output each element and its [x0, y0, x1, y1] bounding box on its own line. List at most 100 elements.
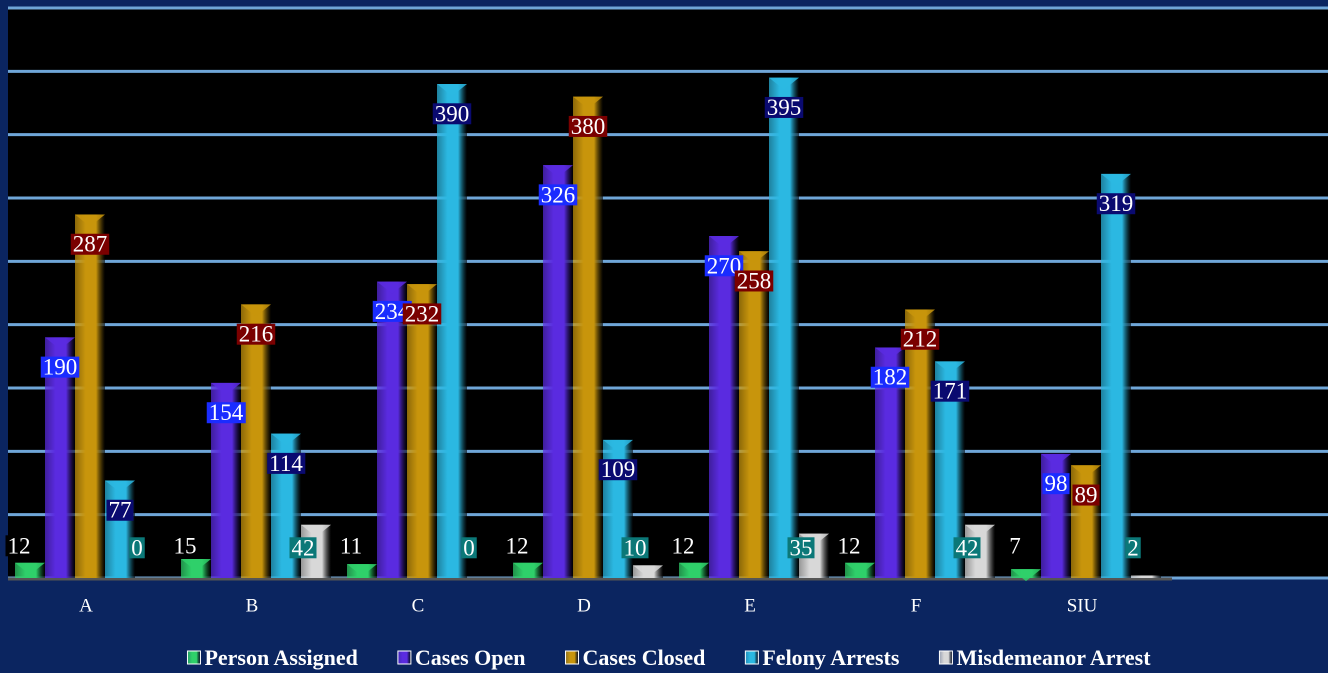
data-label-box — [953, 537, 981, 559]
data-label: 380 — [571, 114, 606, 139]
bar — [105, 480, 135, 578]
data-label: 212 — [903, 327, 938, 352]
data-label: 77 — [109, 498, 132, 523]
bar-cap — [679, 562, 709, 575]
bar — [709, 236, 739, 578]
data-label-box — [1007, 535, 1023, 557]
legend-item: Felony Arrests — [744, 645, 900, 670]
legend-marker — [744, 650, 759, 665]
bar-cap — [241, 304, 271, 317]
data-label-box — [129, 537, 145, 559]
data-label: 10 — [624, 535, 647, 560]
data-label: 7 — [1009, 533, 1021, 558]
data-label-box — [503, 535, 531, 557]
data-label-box — [568, 115, 608, 137]
data-label: 190 — [43, 355, 78, 380]
x-tick-label: F — [911, 595, 922, 616]
data-label-box — [432, 103, 472, 125]
data-label: 216 — [239, 322, 274, 347]
bar-cap — [437, 84, 467, 96]
bar-cap — [709, 236, 739, 248]
data-label-box — [1096, 193, 1136, 215]
bar-cap — [769, 77, 799, 90]
bar-cap — [543, 165, 573, 178]
bar — [1101, 173, 1131, 578]
bar-cap — [1041, 453, 1071, 466]
x-tick-label: C — [412, 595, 425, 616]
legend-item: Cases Closed — [565, 645, 705, 670]
bar-cap — [45, 337, 75, 350]
legend-marker — [397, 650, 412, 665]
bar — [437, 84, 467, 578]
x-tick-label: A — [79, 595, 93, 616]
bar — [377, 281, 407, 578]
data-label: 109 — [601, 457, 636, 482]
data-label: 2 — [1127, 535, 1139, 560]
legend-marker — [186, 650, 201, 665]
data-label: 12 — [8, 533, 31, 558]
data-label-box — [70, 233, 110, 255]
bar — [543, 165, 573, 579]
data-label: 171 — [933, 379, 968, 404]
data-label: 287 — [73, 232, 108, 257]
data-label-box — [372, 300, 412, 322]
data-label: 12 — [672, 533, 695, 558]
data-label-box — [704, 255, 744, 277]
bar — [1071, 465, 1101, 578]
bar-cap — [181, 559, 211, 571]
bar-cap — [965, 524, 995, 537]
data-label: 98 — [1045, 471, 1068, 496]
data-label: 89 — [1075, 483, 1098, 508]
legend-label: Cases Open — [415, 645, 526, 670]
data-label: 182 — [873, 365, 908, 390]
data-label: 390 — [435, 101, 470, 126]
bar — [573, 96, 603, 579]
legend-item: Person Assigned — [186, 645, 358, 670]
bar-cap — [603, 439, 633, 452]
data-label: 154 — [209, 400, 244, 425]
data-label-box — [1042, 473, 1070, 495]
legend-label: Person Assigned — [204, 645, 357, 670]
data-label-box — [1125, 537, 1141, 559]
bar-cap — [1011, 569, 1041, 582]
bar-cap — [15, 562, 45, 575]
data-label: 319 — [1099, 191, 1134, 216]
bar — [1131, 575, 1161, 578]
data-label: 11 — [340, 533, 362, 558]
x-tick-label: SIU — [1067, 595, 1098, 616]
data-label-box — [5, 535, 33, 557]
legend-item: Misdemeanor Arrest — [938, 645, 1151, 670]
bar-cap — [845, 562, 875, 575]
bar-cap — [75, 214, 105, 227]
data-label-box — [538, 184, 578, 206]
data-label-box — [267, 452, 306, 474]
bar-cap — [271, 433, 301, 446]
bar-cap — [513, 562, 543, 575]
data-label-box — [289, 537, 317, 559]
data-label: 258 — [737, 268, 772, 293]
data-label-box — [206, 402, 246, 424]
legend-label: Felony Arrests — [762, 645, 900, 670]
legend-label: Misdemeanor Arrest — [956, 645, 1151, 670]
data-label-box — [598, 459, 638, 481]
bar-cap — [377, 281, 407, 294]
bar-cap — [935, 361, 965, 374]
bar — [241, 304, 271, 578]
data-label: 12 — [506, 533, 529, 558]
data-label-box — [171, 535, 199, 557]
bar-cap — [905, 309, 935, 322]
data-label: 35 — [790, 535, 813, 560]
data-label: 42 — [956, 535, 979, 560]
legend-marker — [938, 650, 953, 665]
data-label: 395 — [767, 95, 802, 120]
data-label: 114 — [269, 451, 303, 476]
x-tick-label: B — [246, 595, 259, 616]
data-label-box — [930, 380, 970, 402]
data-label-box — [900, 328, 940, 350]
data-label-box — [835, 535, 863, 557]
data-label-box — [1072, 484, 1100, 506]
data-label-box — [870, 366, 910, 388]
data-label: 0 — [463, 535, 475, 560]
x-tick-label: E — [744, 595, 756, 616]
